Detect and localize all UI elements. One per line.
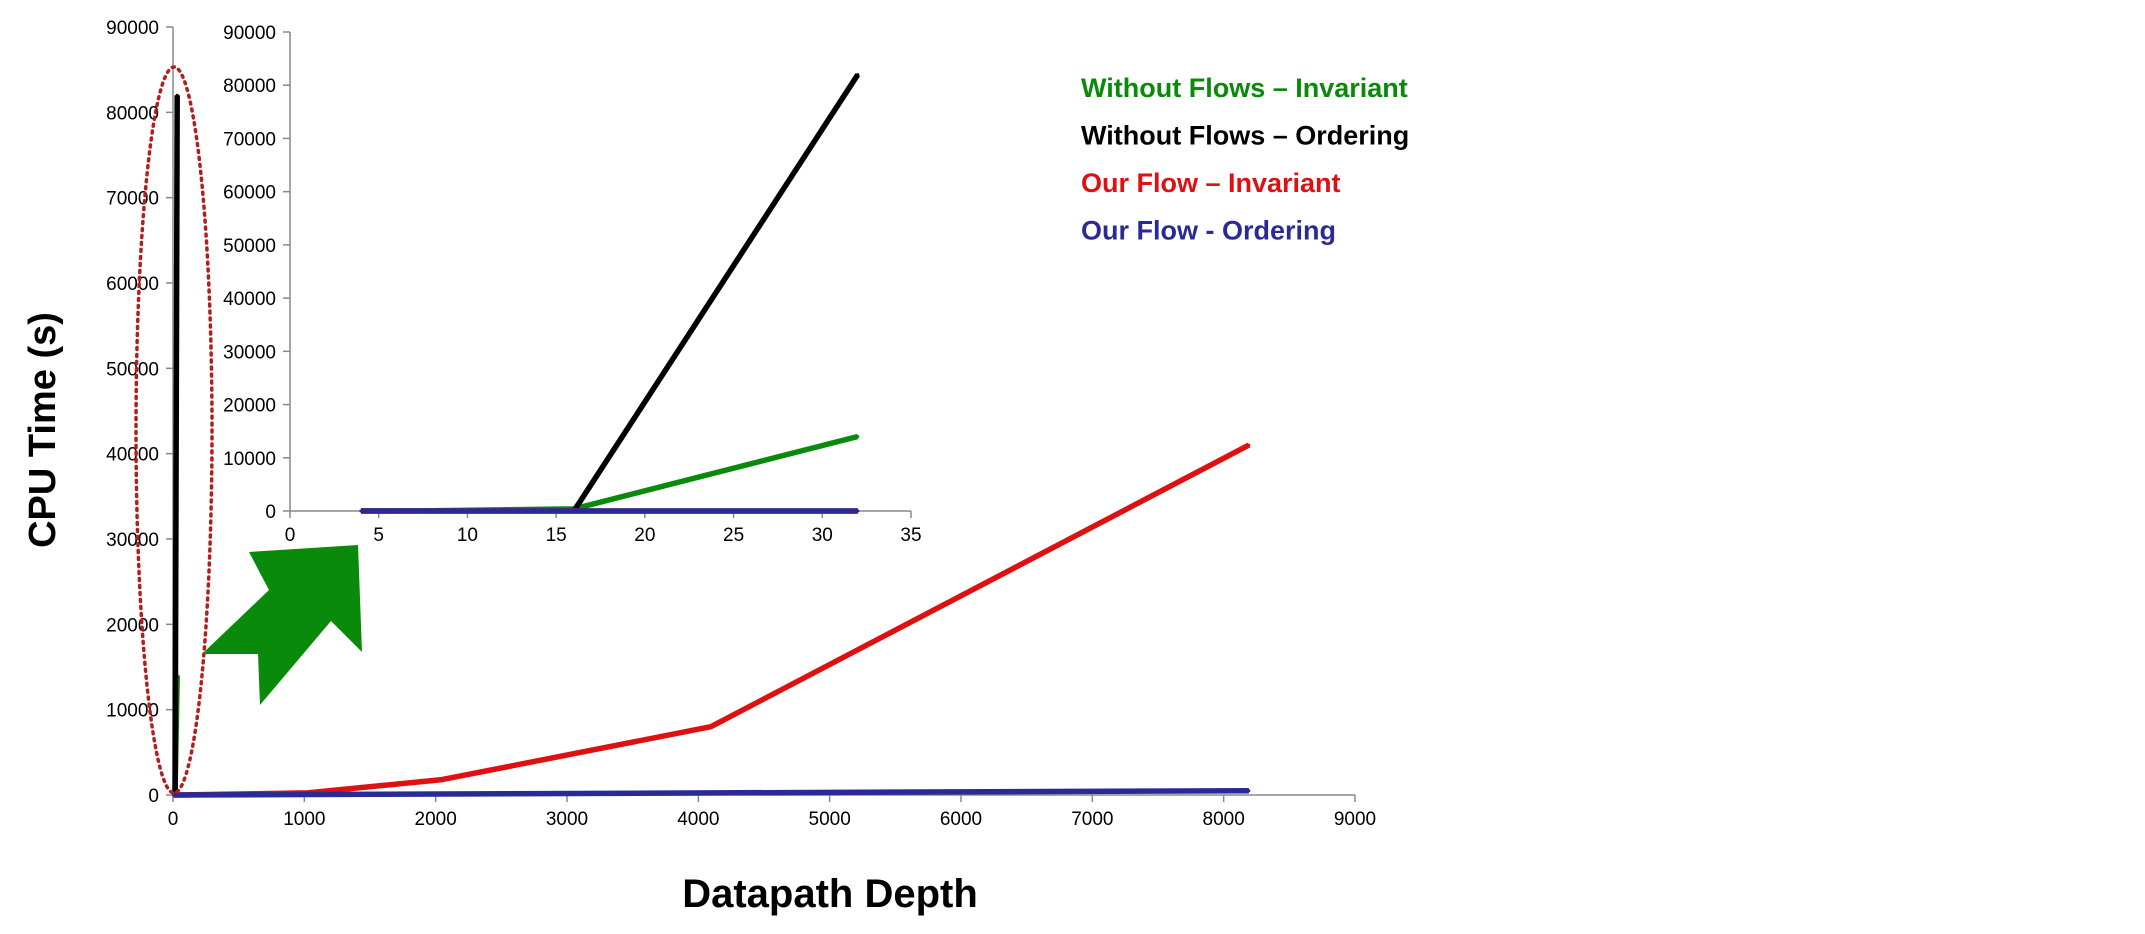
y-tick-label: 70000 [106, 189, 159, 210]
inset-tick-labels: 0 10000 20000 30000 40000 50000 60000 70000 8000… [223, 23, 921, 546]
x-axis-title: Datapath Depth [682, 872, 978, 916]
y-tick-label: 90000 [106, 18, 159, 39]
y-tick-label: 0 [148, 786, 159, 807]
main-series [171, 93, 1251, 798]
data-point-green [856, 434, 860, 438]
x-tick-label: 10 [457, 525, 478, 546]
zoom-arrow-icon [202, 545, 362, 705]
y-tick-label: 0 [265, 502, 276, 523]
series-line-without-flows-ordering [172, 95, 180, 796]
legend-entry: Without Flows – Invariant [1081, 73, 1408, 103]
y-tick-label: 80000 [223, 76, 276, 97]
main-chart: 0100002000030000400005000060000700008000… [106, 18, 1376, 830]
data-point-our-flow-ordering [1247, 789, 1251, 793]
y-tick-label: 30000 [106, 530, 159, 551]
y-tick-label: 40000 [106, 445, 159, 466]
legend-entry: Our Flow – Invariant [1081, 168, 1341, 198]
data-point-our-flow-invariant [709, 725, 713, 729]
y-tick-label: 80000 [106, 103, 159, 124]
legend: Without Flows – Invariant Without Flows –… [1081, 73, 1409, 246]
inset-chart: 0 10000 20000 30000 40000 50000 60000 70000 8000… [223, 23, 921, 546]
data-point-blue [359, 509, 363, 513]
series-line-green [360, 433, 859, 514]
y-tick-label: 20000 [106, 615, 159, 636]
data-point-our-flow-invariant [1247, 443, 1251, 447]
x-tick-label: 9000 [1334, 809, 1376, 830]
data-point-blue [430, 509, 434, 513]
data-point-without-flows-ordering [175, 93, 179, 97]
y-tick-label: 50000 [223, 236, 276, 257]
data-point-blue [856, 509, 860, 513]
x-tick-label: 25 [723, 525, 744, 546]
x-tick-label: 7000 [1071, 809, 1113, 830]
inset-series [359, 73, 861, 514]
y-tick-label: 30000 [223, 342, 276, 363]
x-tick-label: 4000 [677, 809, 719, 830]
x-tick-label: 5 [373, 525, 384, 546]
data-point-our-flow-ordering [305, 792, 309, 796]
x-tick-label: 35 [900, 525, 921, 546]
x-tick-label: 2000 [415, 809, 457, 830]
y-tick-label: 10000 [223, 449, 276, 470]
x-tick-label: 5000 [809, 809, 851, 830]
x-tick-label: 20 [634, 525, 655, 546]
data-point-black [856, 73, 860, 77]
zoom-region-ellipse [134, 65, 214, 795]
x-tick-label: 8000 [1203, 809, 1245, 830]
y-axis-title: CPU Time (s) [22, 312, 64, 548]
series-line-black [571, 73, 861, 513]
x-tick-label: 30 [812, 525, 833, 546]
data-point-our-flow-invariant [440, 778, 444, 782]
main-tick-labels: 0100002000030000400005000060000700008000… [106, 18, 1376, 830]
y-tick-label: 60000 [106, 274, 159, 295]
y-tick-label: 90000 [223, 23, 276, 44]
y-tick-label: 50000 [106, 359, 159, 380]
data-point-blue [572, 509, 576, 513]
data-point-our-flow-ordering [175, 793, 179, 797]
y-tick-label: 20000 [223, 396, 276, 417]
x-tick-label: 0 [168, 809, 179, 830]
x-tick-label: 15 [546, 525, 567, 546]
x-tick-label: 1000 [283, 809, 325, 830]
data-point-our-flow-ordering [440, 792, 444, 796]
x-tick-label: 6000 [940, 809, 982, 830]
data-point-our-flow-ordering [173, 793, 177, 797]
x-tick-label: 0 [285, 525, 296, 546]
y-tick-label: 10000 [106, 701, 159, 722]
x-tick-label: 3000 [546, 809, 588, 830]
legend-entry: Without Flows – Ordering [1081, 121, 1409, 151]
y-tick-label: 70000 [223, 129, 276, 150]
data-point-our-flow-ordering [709, 791, 713, 795]
y-tick-label: 40000 [223, 289, 276, 310]
legend-entry: Our Flow - Ordering [1081, 216, 1336, 246]
y-tick-label: 60000 [223, 183, 276, 204]
